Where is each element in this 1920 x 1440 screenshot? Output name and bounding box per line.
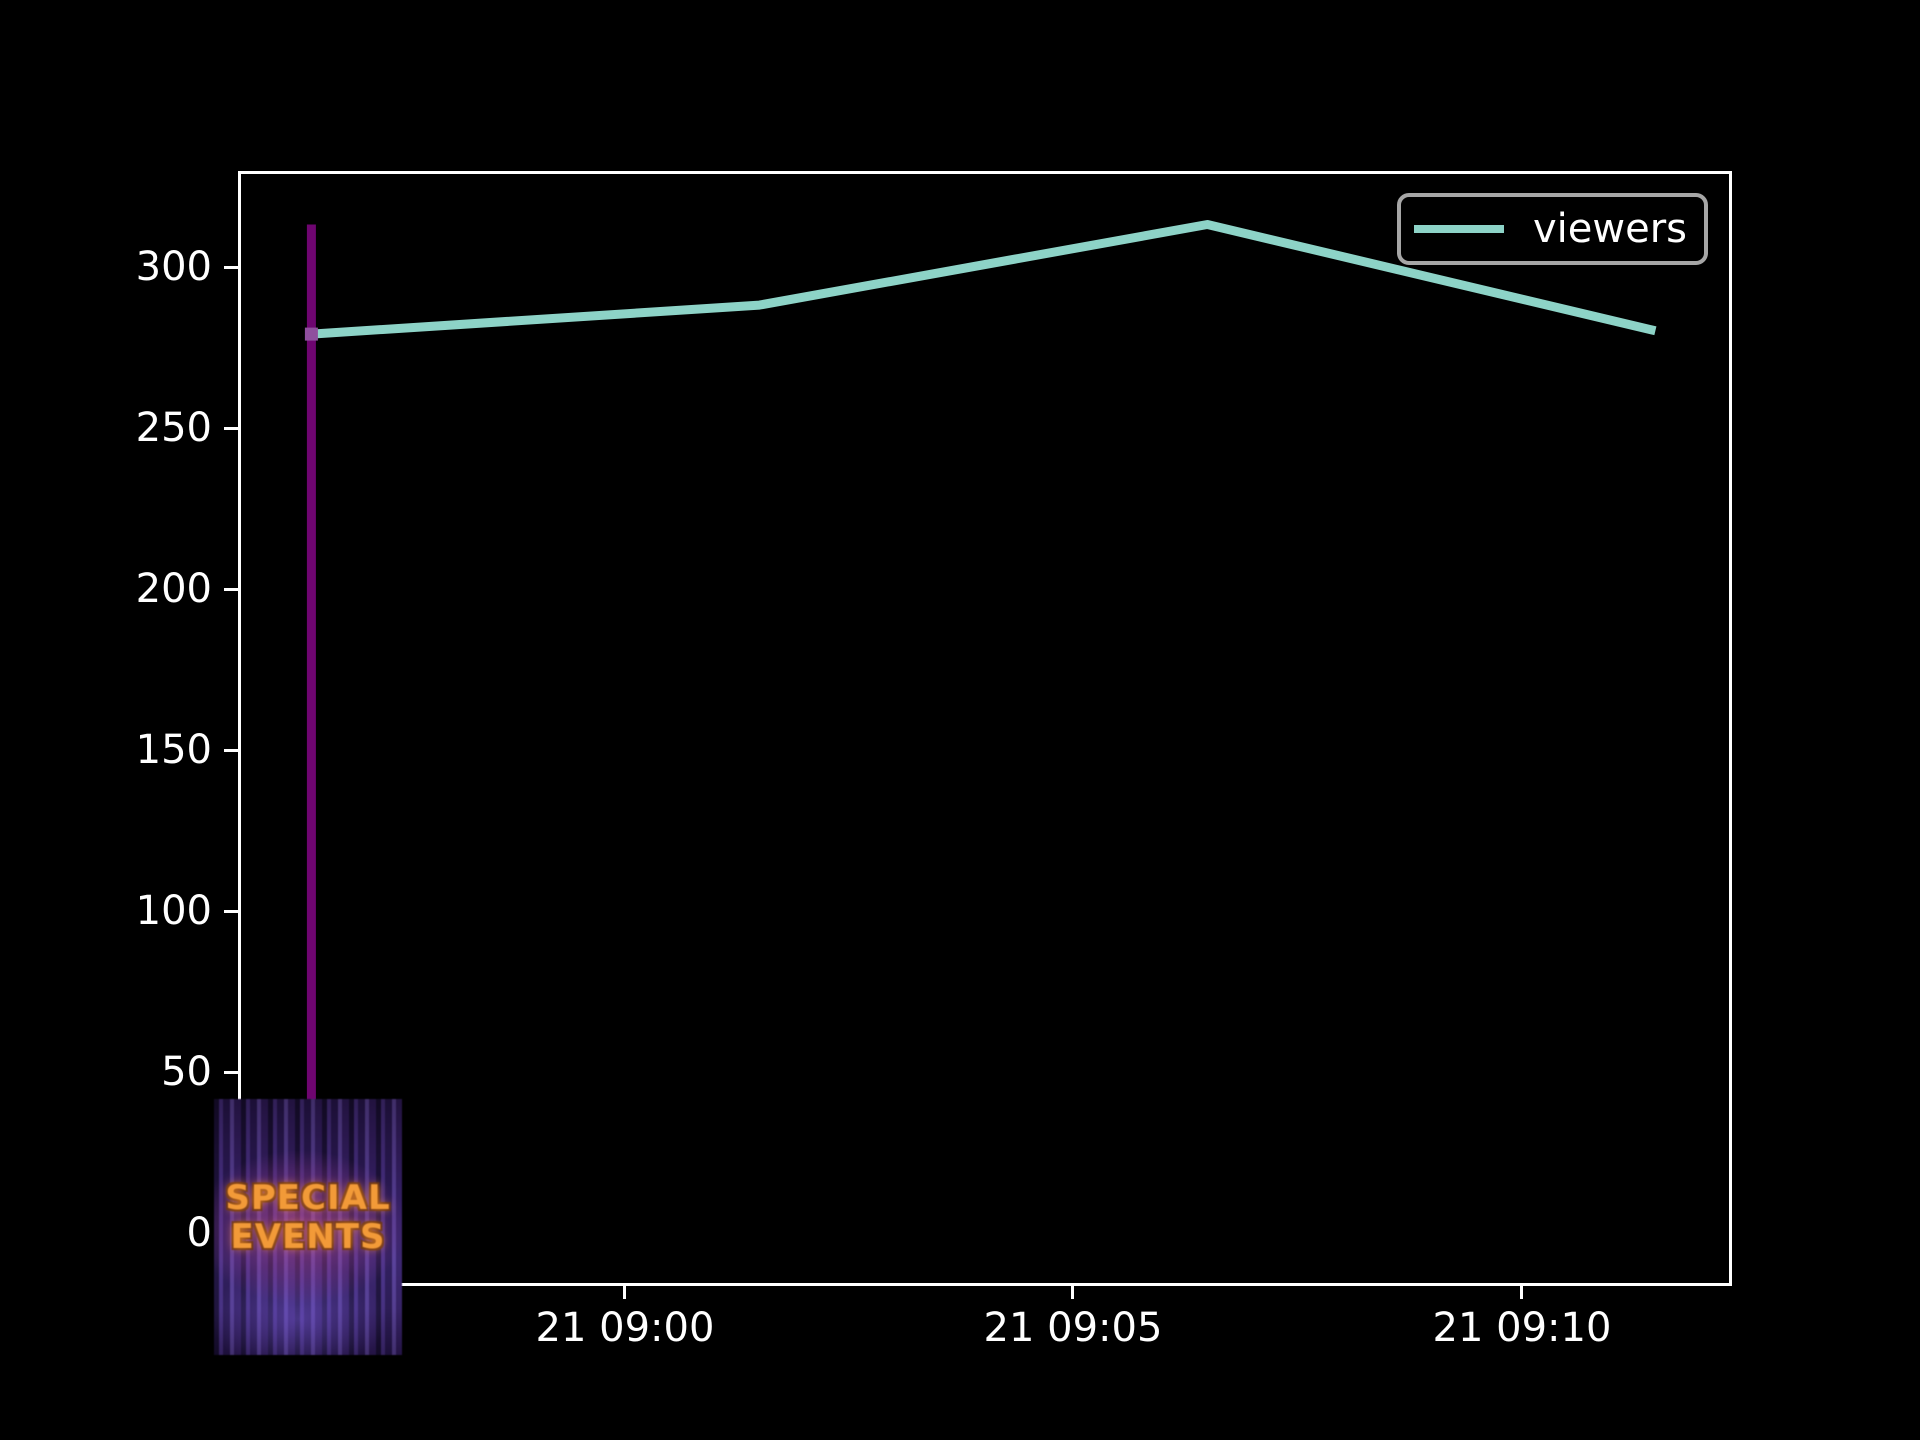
y-tick-100 — [224, 910, 238, 913]
special-events-image: SPECIAL EVENTS — [214, 1099, 402, 1355]
x-tick-label: 21 09:05 — [983, 1305, 1163, 1351]
y-tick-label: 0 — [186, 1210, 212, 1256]
y-tick-label: 200 — [135, 566, 212, 612]
y-tick-label: 250 — [135, 405, 212, 451]
y-tick-label: 150 — [135, 727, 212, 773]
y-tick-150 — [224, 749, 238, 752]
y-tick-250 — [224, 427, 238, 430]
x-tick-label: 21 09:00 — [535, 1305, 715, 1351]
event-start-marker — [304, 327, 318, 341]
y-tick-label: 50 — [161, 1049, 212, 1095]
plot-area — [238, 171, 1732, 1286]
special-events-text: SPECIAL EVENTS — [214, 1179, 402, 1257]
x-tick-0905 — [1071, 1286, 1074, 1299]
y-tick-300 — [224, 266, 238, 269]
y-tick-50 — [224, 1071, 238, 1074]
special-events-text-line1: SPECIAL — [225, 1178, 391, 1218]
x-tick-0910 — [1520, 1286, 1523, 1299]
legend-label: viewers — [1533, 206, 1688, 252]
legend: viewers — [1397, 193, 1708, 265]
y-tick-label: 300 — [135, 244, 212, 290]
y-tick-200 — [224, 588, 238, 591]
special-events-text-line2: EVENTS — [230, 1217, 386, 1257]
x-tick-label: 21 09:10 — [1432, 1305, 1612, 1351]
x-tick-0900 — [623, 1286, 626, 1299]
y-tick-label: 100 — [135, 888, 212, 934]
legend-line-sample — [1414, 225, 1504, 233]
viewers-line — [311, 220, 1657, 339]
